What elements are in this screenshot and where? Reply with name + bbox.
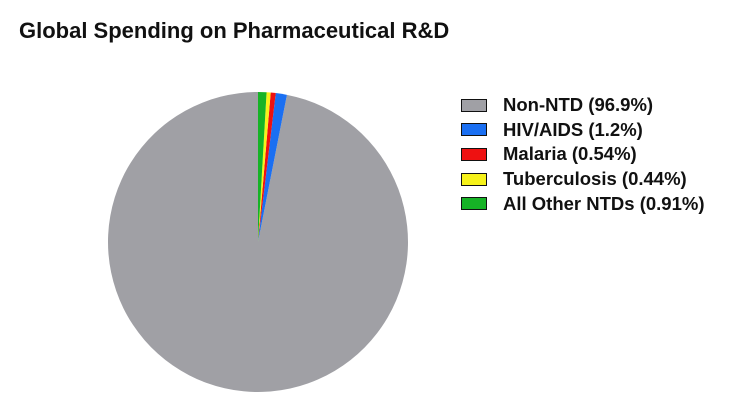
legend-swatch-tuberculosis	[461, 172, 487, 186]
pie-slice-all-other-ntds	[258, 92, 267, 242]
legend-swatch-non-ntd	[461, 98, 487, 112]
legend-label-non-ntd: Non-NTD (96.9%)	[503, 94, 654, 116]
legend-item-malaria: Malaria (0.54%)	[461, 142, 705, 167]
pie-slice-tuberculosis	[258, 92, 271, 242]
legend-label-tuberculosis: Tuberculosis (0.44%)	[503, 168, 687, 190]
legend-label-hiv-aids: HIV/AIDS (1.2%)	[503, 118, 643, 140]
chart-title: Global Spending on Pharmaceutical R&D	[19, 18, 450, 43]
legend-item-tuberculosis: Tuberculosis (0.44%)	[461, 167, 705, 192]
legend-swatch-all-other-ntds	[461, 197, 487, 211]
legend-item-all-other-ntds: All Other NTDs (0.91%)	[461, 191, 705, 216]
legend-item-non-ntd: Non-NTD (96.9%)	[461, 93, 705, 118]
pie-slice-malaria	[258, 92, 276, 243]
legend-item-hiv-aids: HIV/AIDS (1.2%)	[461, 118, 705, 143]
legend: Non-NTD (96.9%) HIV/AIDS (1.2%) Malaria …	[461, 93, 705, 216]
pie-slice-non-ntd	[108, 92, 409, 392]
legend-swatch-hiv-aids	[461, 123, 487, 137]
legend-swatch-malaria	[461, 147, 487, 161]
legend-label-malaria: Malaria (0.54%)	[503, 143, 637, 165]
pie-slice-hiv-aids	[258, 93, 287, 242]
legend-label-all-other-ntds: All Other NTDs (0.91%)	[503, 192, 705, 214]
